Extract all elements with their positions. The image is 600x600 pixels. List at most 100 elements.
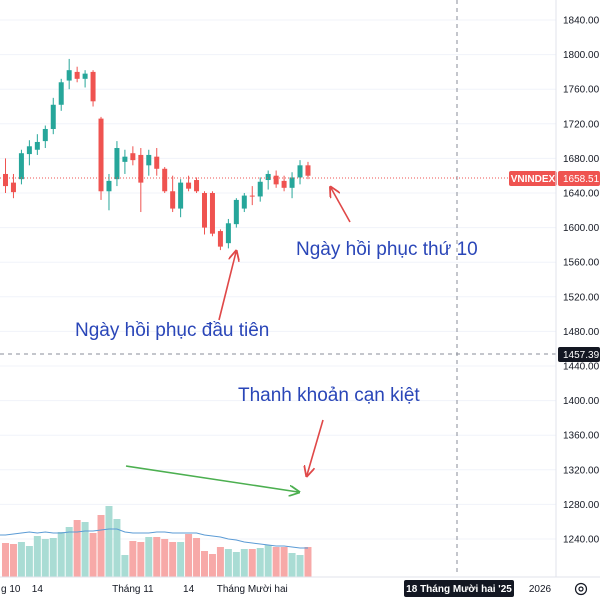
candle bbox=[42, 125, 48, 149]
gear-icon[interactable] bbox=[574, 582, 588, 596]
volume-bar bbox=[272, 547, 280, 577]
time-tick-label: Tháng 11 bbox=[112, 584, 154, 595]
annotation-recovery-day-10: Ngày hồi phục thứ 10 bbox=[296, 239, 478, 260]
candle-body bbox=[26, 146, 32, 155]
candle bbox=[289, 172, 295, 199]
candle bbox=[3, 158, 8, 193]
price-tick-label: 1720.00 bbox=[563, 119, 600, 130]
volume-bar bbox=[89, 533, 97, 577]
candle bbox=[281, 175, 287, 192]
candle-body bbox=[106, 180, 112, 192]
volume-bar bbox=[105, 506, 113, 577]
volume-bar bbox=[17, 542, 25, 577]
candle bbox=[202, 191, 207, 235]
arrow-liquidity-exhausted bbox=[307, 419, 324, 475]
candle bbox=[138, 148, 144, 213]
candle-body bbox=[82, 73, 88, 79]
candle-body bbox=[202, 193, 207, 228]
crosshair-date-label: 18 Tháng Mười hai '25 bbox=[406, 584, 512, 595]
volume-bar bbox=[256, 548, 264, 577]
volume-bar bbox=[288, 553, 296, 577]
price-tick-label: 1520.00 bbox=[563, 292, 600, 303]
candle bbox=[74, 66, 80, 83]
time-tick-label: g 10 bbox=[1, 584, 21, 595]
candle-body bbox=[114, 148, 120, 180]
candle-body bbox=[138, 154, 144, 183]
volume-bar bbox=[185, 534, 193, 577]
candle bbox=[18, 149, 24, 185]
candle bbox=[122, 149, 128, 174]
price-tick-label: 1440.00 bbox=[563, 362, 600, 373]
candle bbox=[170, 175, 176, 213]
last-price-label: 1658.51 bbox=[563, 174, 600, 185]
price-tick-label: 1280.00 bbox=[563, 500, 600, 511]
candle bbox=[194, 177, 200, 193]
candle-body bbox=[18, 153, 24, 180]
candle bbox=[186, 175, 192, 192]
annotation-first-recovery-day: Ngày hồi phục đầu tiên bbox=[75, 320, 269, 341]
last-price-label-bg bbox=[558, 171, 600, 186]
candle-body bbox=[162, 168, 168, 192]
volume-bar bbox=[169, 542, 177, 577]
candle bbox=[154, 148, 160, 176]
price-axis: 1840.00 1800.00 1760.00 1720.00 1680.00 1640.… bbox=[563, 16, 600, 546]
grid-layer bbox=[0, 19, 556, 540]
candle-body bbox=[98, 118, 104, 192]
time-tick-label: 2026 bbox=[529, 584, 552, 595]
time-axis: g 10 14 Tháng 11 14 Tháng Mười hai 2026 bbox=[1, 584, 552, 595]
volume-bar bbox=[224, 549, 232, 577]
candle bbox=[106, 173, 112, 211]
candle bbox=[130, 146, 136, 166]
volume-bar bbox=[216, 547, 224, 577]
candle bbox=[66, 58, 72, 90]
candle-body bbox=[265, 173, 271, 181]
symbol-label-bg bbox=[509, 171, 557, 186]
volume-bar bbox=[208, 554, 216, 577]
volume-bar bbox=[296, 555, 304, 577]
candle-body bbox=[90, 71, 96, 102]
candle bbox=[233, 198, 239, 228]
volume-bar bbox=[145, 537, 153, 577]
candle-body bbox=[130, 153, 136, 161]
volume-bar bbox=[33, 536, 41, 577]
time-tick-label: Tháng Mười hai bbox=[217, 584, 288, 595]
candle bbox=[50, 97, 56, 135]
crosshair-price-label: 1457.39 bbox=[563, 350, 600, 361]
volume-bar bbox=[153, 537, 161, 577]
candle-body bbox=[50, 104, 56, 129]
candle bbox=[209, 191, 215, 237]
candle-body bbox=[122, 156, 128, 162]
volume-bar bbox=[65, 527, 73, 577]
arrow-recovery-day-10 bbox=[331, 188, 351, 223]
candle-body bbox=[289, 177, 295, 188]
candle bbox=[114, 141, 120, 187]
price-tick-label: 1640.00 bbox=[563, 189, 600, 200]
candle-body bbox=[34, 141, 40, 150]
candle-body bbox=[257, 181, 263, 197]
volume-bar bbox=[9, 544, 17, 577]
candle bbox=[26, 140, 32, 166]
candle bbox=[249, 186, 255, 206]
volume-bar bbox=[304, 547, 312, 577]
candle bbox=[90, 70, 96, 107]
candle-body bbox=[305, 165, 311, 176]
candle bbox=[225, 218, 231, 249]
price-tick-label: 1840.00 bbox=[563, 16, 600, 27]
price-tick-label: 1800.00 bbox=[563, 50, 600, 61]
volume-bar bbox=[264, 545, 272, 577]
candle-body bbox=[3, 173, 8, 187]
volume-bar bbox=[2, 543, 9, 577]
crosshair-price-label-bg bbox=[558, 347, 600, 362]
candle bbox=[241, 193, 247, 213]
annotation-liquidity-exhausted: Thanh khoản cạn kiệt bbox=[238, 385, 420, 406]
volume-bar bbox=[248, 549, 256, 577]
candle-layer bbox=[3, 58, 311, 251]
volume-bar bbox=[113, 519, 121, 577]
candle-body bbox=[74, 71, 80, 79]
candle-body bbox=[146, 154, 152, 166]
volume-bar bbox=[240, 549, 248, 577]
volume-bar bbox=[57, 532, 65, 577]
